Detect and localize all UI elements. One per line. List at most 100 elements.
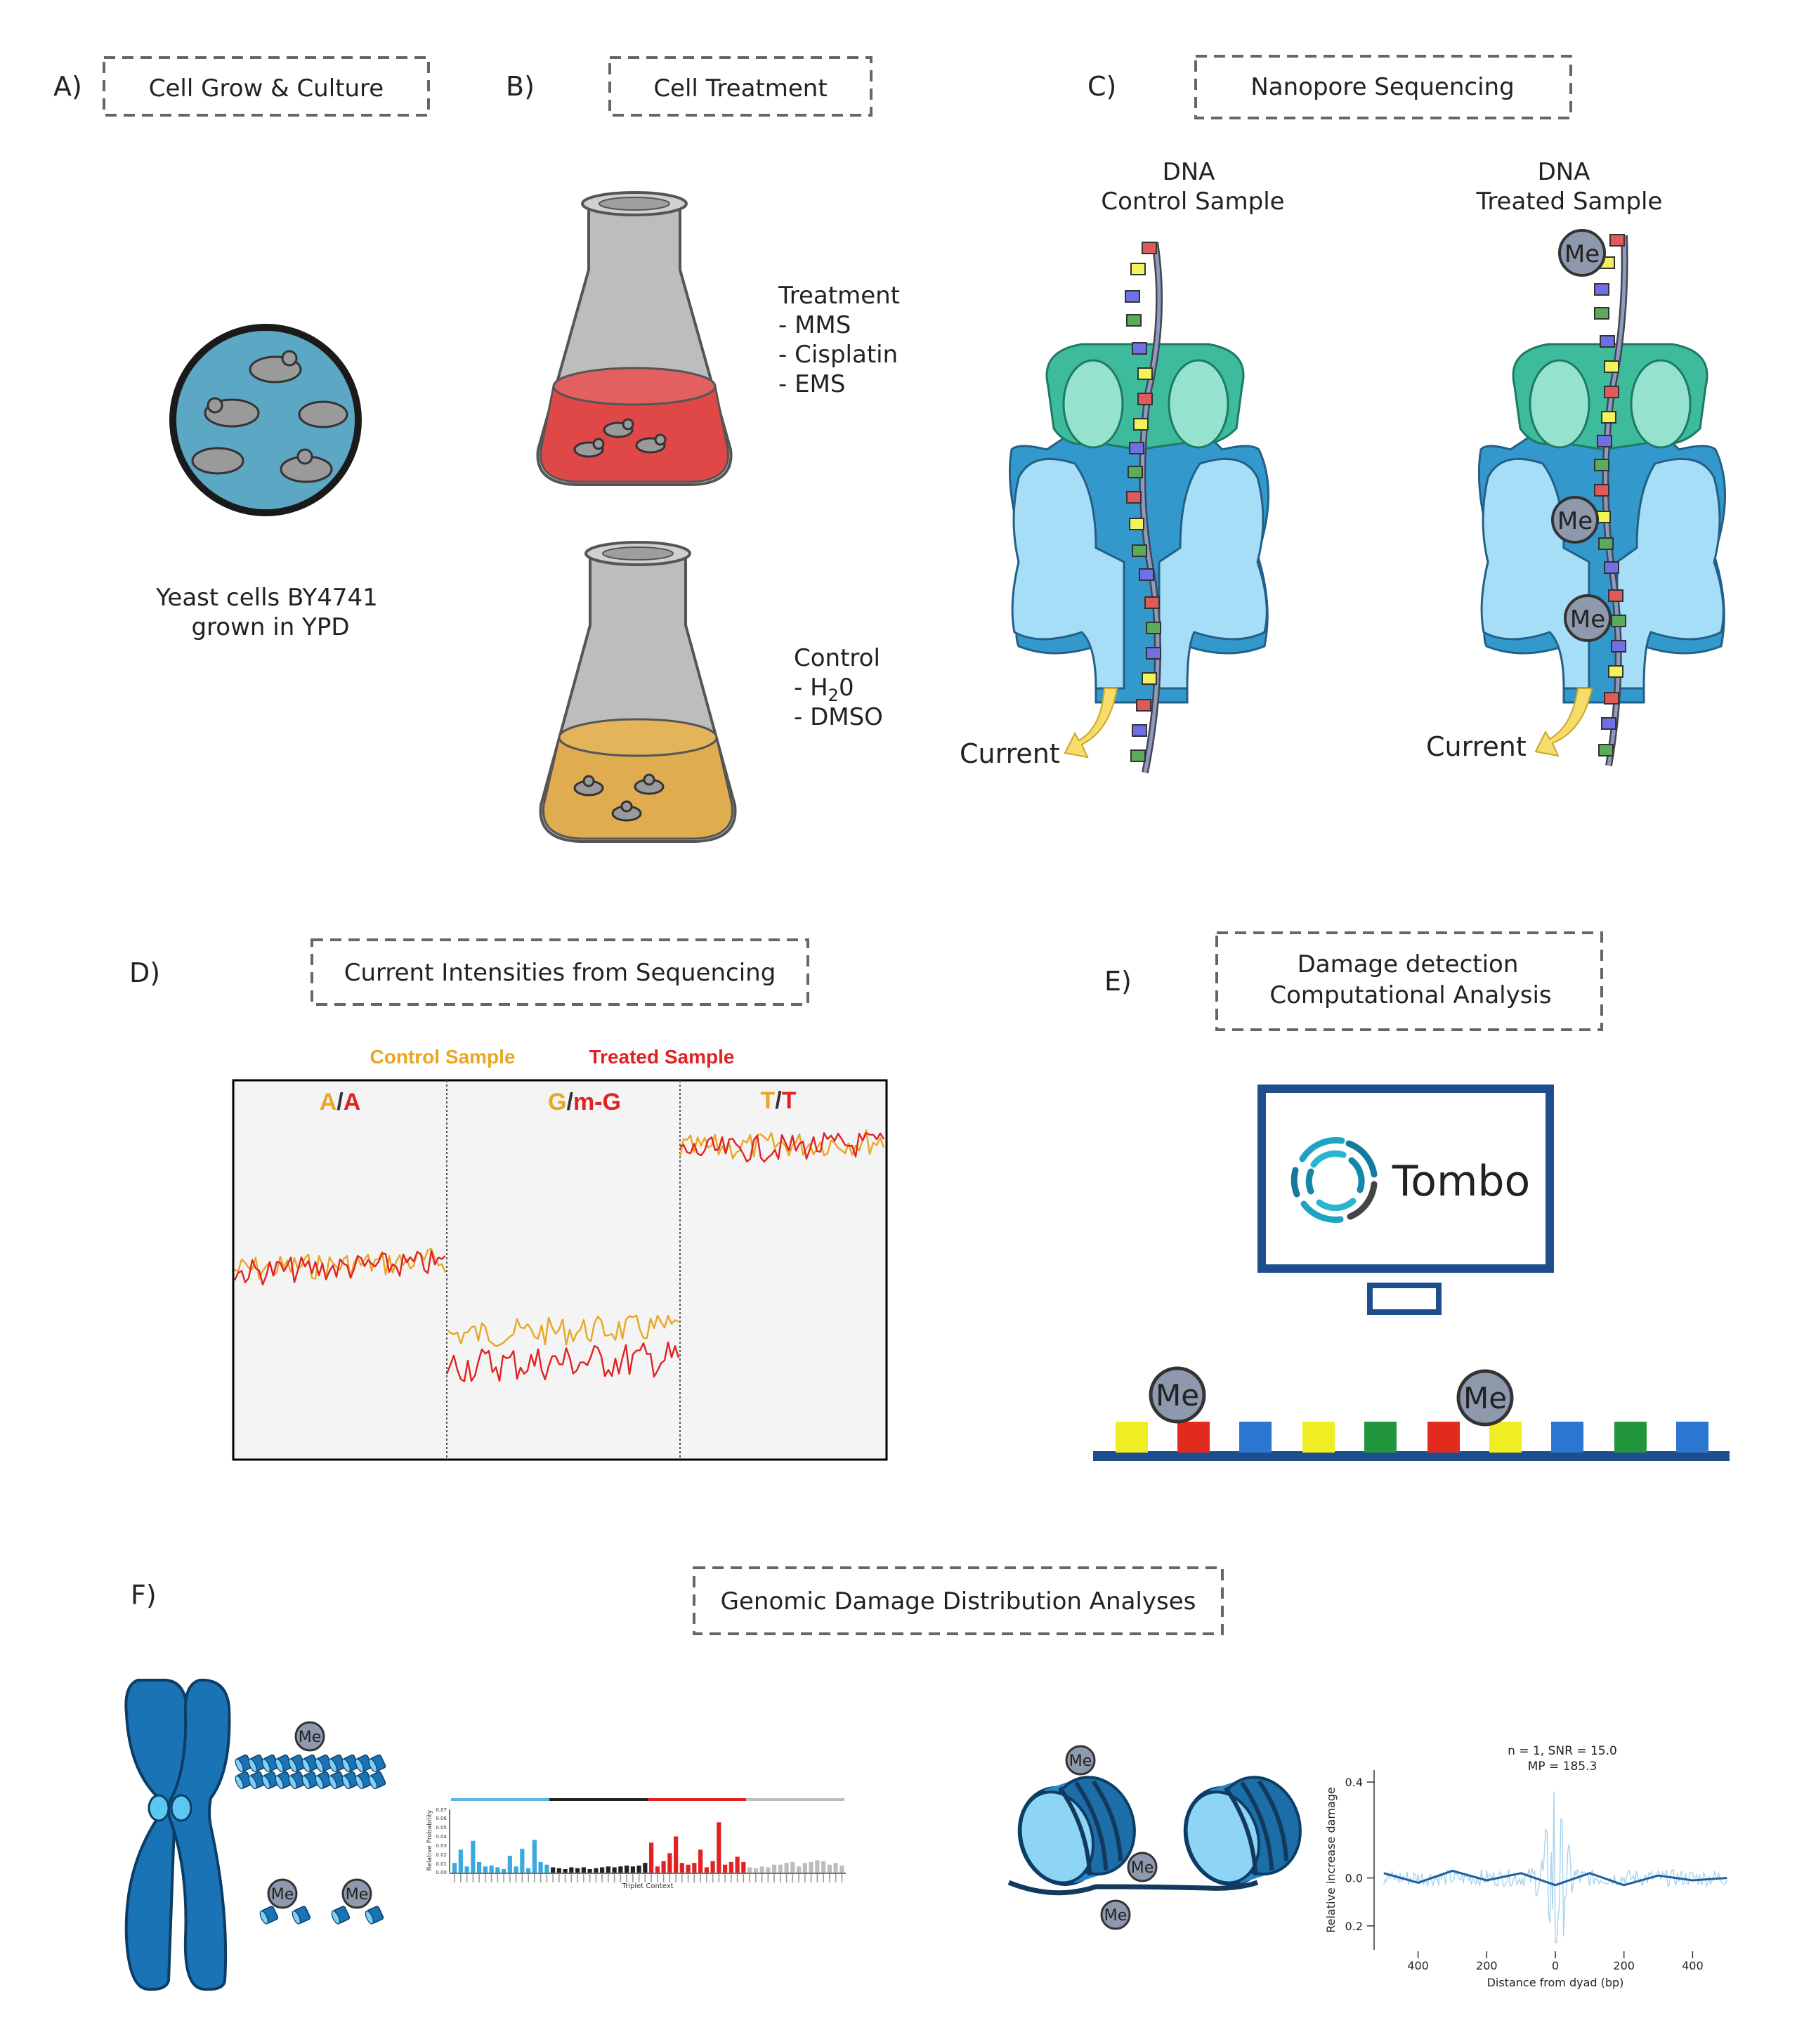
nucleosome-icon <box>341 1754 360 1773</box>
spectrum-band-3 <box>648 1798 746 1801</box>
panel-f-title-box <box>693 1566 1224 1635</box>
segment-1-separator: / <box>336 1089 344 1115</box>
nucleosome-icon <box>368 1771 386 1790</box>
panel-b-title: Cell Treatment <box>653 74 827 103</box>
nucleosome-icon <box>355 1754 373 1773</box>
control-flask-icon <box>539 541 737 843</box>
spectrum-bar <box>575 1868 580 1873</box>
panel-a: A) Cell Grow & Culture Yeast cells BY474… <box>53 56 430 641</box>
panel-a-caption-line2: grown in YPD <box>191 613 349 641</box>
treated-current-label: Current <box>1426 731 1527 762</box>
dyad-plot-title-line1: n = 1, SNR = 15.0 <box>1508 1744 1617 1758</box>
methyl-label: Me <box>1069 1753 1092 1770</box>
spectrum-ytick: 0.01 <box>436 1861 447 1867</box>
dyad-plot: n = 1, SNR = 15.0 MP = 185.3 Relative in… <box>1324 1744 1727 1989</box>
control-trace <box>446 1314 679 1347</box>
nucleosome-icon <box>331 1906 351 1925</box>
nucleosome-face <box>275 1758 284 1773</box>
spectrum-bar <box>766 1867 771 1873</box>
nucleosome-face <box>292 1910 301 1925</box>
spectrum-bar <box>790 1861 795 1873</box>
spectrum-bar <box>526 1868 531 1873</box>
methyl-badge-icon: Me <box>1551 496 1599 544</box>
spectrum-bar <box>532 1840 537 1873</box>
spectrum-bar <box>778 1864 783 1873</box>
spectrum-bar <box>471 1840 476 1873</box>
nucleosome-face <box>261 1758 270 1773</box>
spectrum-bar <box>698 1849 703 1873</box>
spectrum-bar <box>723 1864 728 1873</box>
nucleosome-icon <box>235 1771 253 1790</box>
treatment-heading: Treatment <box>778 282 900 310</box>
methyl-label: Me <box>1131 1859 1154 1877</box>
petri-dish-icon <box>169 324 362 516</box>
panel-c-title-box <box>1194 55 1572 119</box>
spectrum-bar <box>569 1867 574 1873</box>
panel-e-title-box <box>1215 931 1603 1031</box>
dyad-raw-trace <box>1383 1791 1727 1944</box>
nucleosome-icon <box>368 1754 386 1773</box>
spectrum-bar <box>625 1865 629 1873</box>
spectrum-bars <box>450 1822 846 1874</box>
methyl-badge-icon: Me <box>1127 1852 1158 1882</box>
segment-1-treated: A <box>344 1089 361 1115</box>
nucleosome-icon <box>275 1771 293 1790</box>
spectrum-chart: Relative Probability Triplet Context 0.0… <box>426 1798 846 1890</box>
nucleosome-face <box>331 1910 341 1925</box>
spectrum-bar <box>655 1866 660 1873</box>
nucleosome-face <box>341 1758 351 1773</box>
spectrum-bar <box>538 1861 543 1873</box>
panel-b-title-box <box>608 56 873 117</box>
spectrum-bar <box>815 1860 820 1873</box>
spectrum-bar <box>704 1867 709 1873</box>
panel-b-letter: B) <box>506 71 535 102</box>
spectrum-bar <box>827 1864 832 1873</box>
spectrum-bar <box>514 1866 518 1873</box>
spectrum-bar <box>551 1867 556 1873</box>
nucleosome-face <box>288 1758 297 1773</box>
segment-2-label: G/m-G <box>548 1089 621 1115</box>
spectrum-xlabel: Triplet Context <box>621 1882 673 1890</box>
segment-2-control: G <box>548 1089 566 1115</box>
control-heading: Control <box>794 644 880 672</box>
spectrum-ytick: 0.04 <box>436 1834 447 1840</box>
panel-d-title: Current Intensities from Sequencing <box>344 959 776 987</box>
panel-c-letter: C) <box>1087 71 1116 102</box>
spectrum-bar <box>458 1849 463 1873</box>
spectrum-bar <box>643 1863 648 1873</box>
treated-nanopore-icon: Me Me Me <box>1477 229 1726 766</box>
nucleosome-face <box>261 1775 270 1790</box>
nucleosome-icon <box>248 1754 266 1773</box>
monitor-icon: Tombo <box>1257 1085 1554 1315</box>
control-nanopore-icon <box>1009 242 1269 773</box>
spectrum-bar <box>507 1856 512 1873</box>
spectrum-bar <box>563 1868 568 1873</box>
control-trace <box>679 1129 885 1160</box>
control-item-water: - H20 <box>794 674 854 705</box>
spectrum-bar <box>692 1863 697 1873</box>
dyad-ytick: 0.2 <box>1345 1920 1363 1933</box>
nucleosome-face <box>275 1775 284 1790</box>
spectrum-bar <box>600 1867 605 1873</box>
treatment-item-ems: - EMS <box>778 370 845 398</box>
segment-1-control: A <box>320 1089 337 1115</box>
panel-c-title: Nanopore Sequencing <box>1250 73 1514 101</box>
methyl-label: Me <box>1104 1907 1128 1925</box>
spectrum-bar <box>556 1868 561 1873</box>
dyad-series <box>1383 1791 1727 1944</box>
spectrum-bar <box>797 1866 802 1873</box>
spectrum-bar <box>520 1849 525 1873</box>
nucleosome-icon <box>292 1906 311 1925</box>
panel-c: C) Nanopore Sequencing DNA Control Sampl… <box>960 55 1726 773</box>
spectrum-bar <box>784 1863 789 1873</box>
panel-a-title-box <box>103 56 430 117</box>
dyad-plot-xlabel: Distance from dyad (bp) <box>1487 1976 1624 1989</box>
damaged-dna-strand-icon: Me Me <box>1093 1366 1730 1461</box>
segment-3-separator: / <box>775 1087 782 1114</box>
treated-sample-line1: DNA <box>1538 158 1590 186</box>
spectrum-ytick: 0.00 <box>436 1870 447 1875</box>
spectrum-bar <box>735 1856 740 1873</box>
spectrum-bar <box>679 1863 684 1873</box>
dyad-axes: 0.4 0.0 0.2 400 200 0 200 400 <box>1345 1776 1704 1972</box>
control-item-water-subscript: 2 <box>828 686 839 705</box>
